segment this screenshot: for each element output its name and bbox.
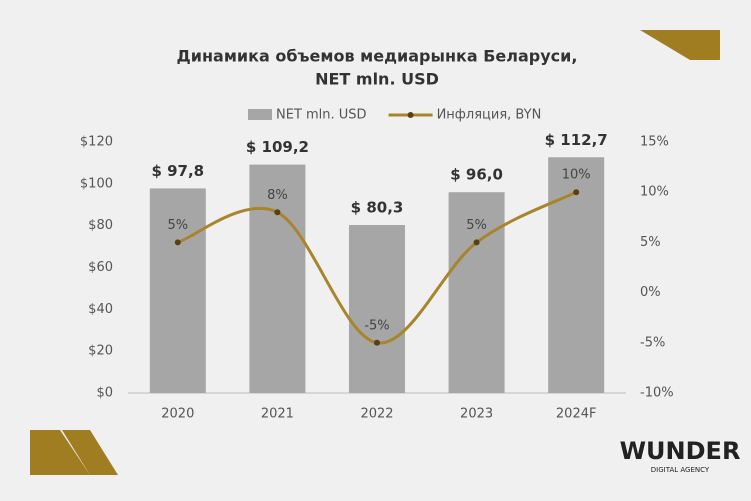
decor xyxy=(640,30,720,60)
value-label: 5% xyxy=(167,218,188,233)
decor xyxy=(62,430,118,475)
x-tick-label: 2020 xyxy=(161,407,194,422)
x-tick-label: 2024F xyxy=(556,407,597,422)
value-label: $ 112,7 xyxy=(545,131,608,149)
brand-name: WUNDER xyxy=(620,437,741,465)
legend-swatch xyxy=(407,112,414,118)
chart-title: Динамика объемов медиарынка Беларуси, xyxy=(177,47,578,66)
value-label: $ 80,3 xyxy=(351,199,404,217)
value-label: 10% xyxy=(562,168,591,183)
legend-label: Инфляция, BYN xyxy=(437,108,542,123)
y2-tick-label: 0% xyxy=(640,285,661,300)
y2-tick-label: -5% xyxy=(640,335,665,350)
y-tick-label: $80 xyxy=(88,218,113,233)
value-label: 5% xyxy=(466,218,487,233)
y-tick-label: $120 xyxy=(80,135,113,150)
point xyxy=(374,339,380,346)
value-label: $ 96,0 xyxy=(450,166,503,184)
point xyxy=(274,209,281,216)
point xyxy=(573,189,580,196)
x-tick-label: 2022 xyxy=(360,407,393,422)
y2-tick-label: 10% xyxy=(640,185,669,200)
decor xyxy=(30,430,90,475)
value-label: 8% xyxy=(267,188,288,203)
point xyxy=(473,239,480,246)
bar xyxy=(548,157,605,393)
legend-swatch xyxy=(248,109,272,120)
y-tick-label: $100 xyxy=(80,176,113,191)
value-label: $ 109,2 xyxy=(246,138,309,156)
decor xyxy=(686,30,720,60)
y-tick-label: $60 xyxy=(88,260,113,275)
point xyxy=(174,239,181,246)
brand-tagline: DIGITAL AGENCY xyxy=(651,466,710,474)
y-tick-label: $40 xyxy=(88,302,113,317)
x-tick-label: 2021 xyxy=(261,407,294,422)
legend-label: NET mln. USD xyxy=(276,108,367,123)
y2-tick-label: 15% xyxy=(640,135,669,150)
bar xyxy=(149,188,206,393)
chart-subtitle: NET mln. USD xyxy=(315,70,439,89)
x-tick-label: 2023 xyxy=(460,407,493,422)
y2-tick-label: 5% xyxy=(640,235,661,250)
bar xyxy=(249,164,306,393)
value-label: $ 97,8 xyxy=(151,162,204,180)
y-tick-label: $0 xyxy=(96,386,113,401)
bar xyxy=(448,192,505,393)
y2-tick-label: -10% xyxy=(640,386,674,401)
value-label: -5% xyxy=(364,318,389,333)
y-tick-label: $20 xyxy=(88,344,113,359)
bar xyxy=(349,225,405,393)
